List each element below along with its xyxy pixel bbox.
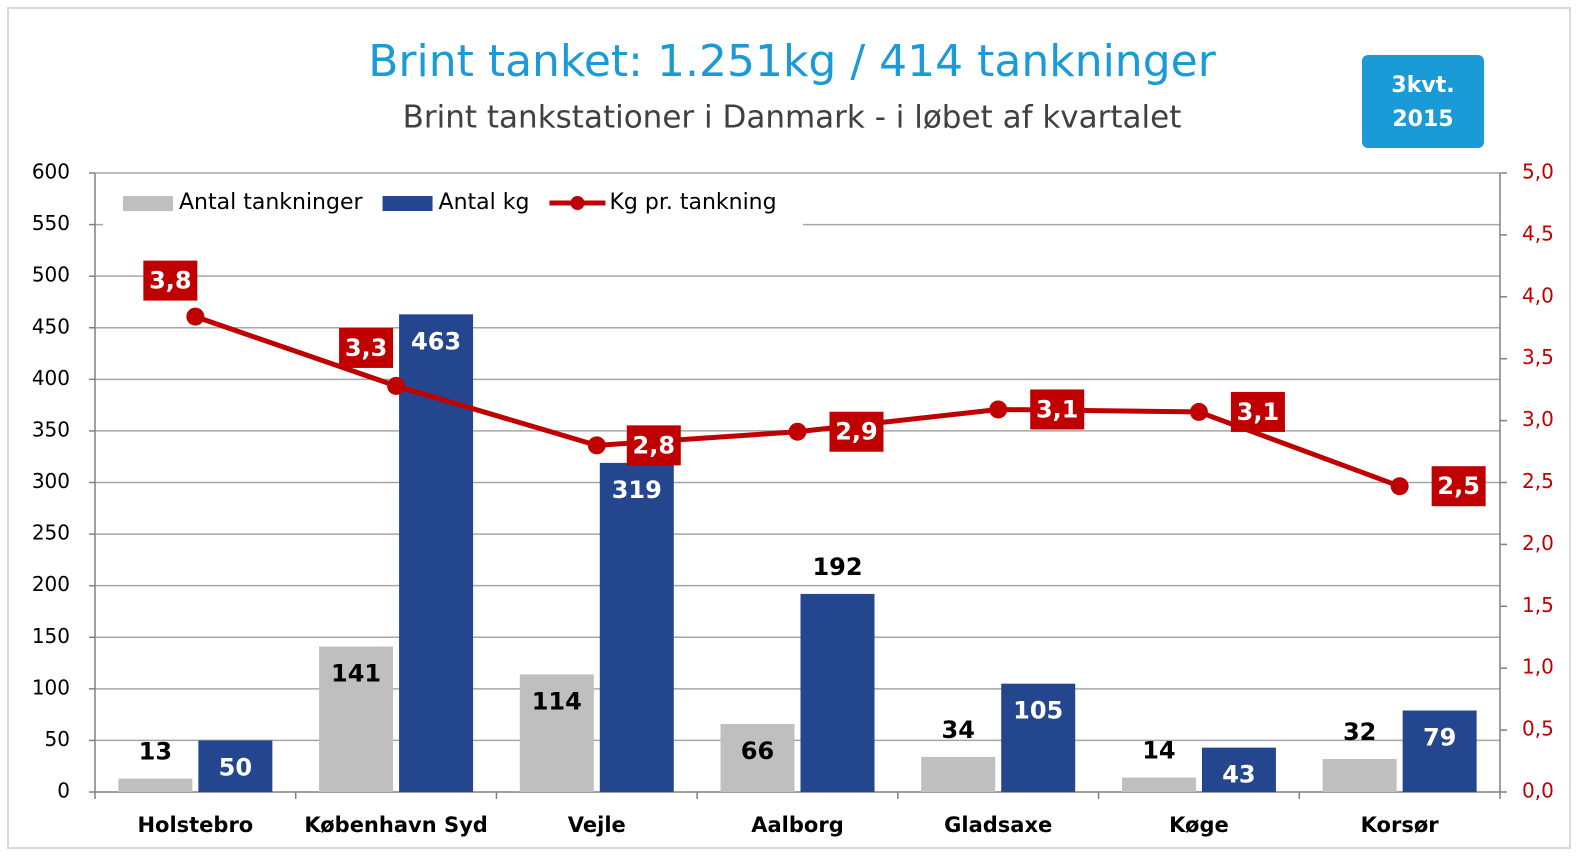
data-label-box [143, 260, 198, 301]
data-label-box [626, 425, 681, 466]
bar [800, 593, 875, 792]
data-label: 2,9 [835, 418, 878, 446]
data-label-box [829, 411, 884, 452]
y-tick-label: 300 [32, 469, 70, 493]
y2-tick-label: 4,5 [1522, 221, 1554, 245]
data-label: 43 [1222, 761, 1255, 789]
y2-tick-label: 5,0 [1522, 160, 1554, 184]
bar [1402, 710, 1477, 792]
bar [1322, 758, 1397, 792]
x-tick-label: Aalborg [751, 813, 843, 837]
data-label-box [1431, 466, 1486, 507]
bar [118, 778, 193, 792]
data-label: 192 [812, 553, 862, 581]
marker [989, 400, 1008, 419]
data-label: 3,1 [1036, 395, 1079, 423]
legend-label: Antal tankninger [179, 190, 363, 215]
y-tick-label: 0 [57, 779, 70, 803]
y-tick-label: 50 [45, 727, 70, 751]
legend-label: Kg pr. tankning [609, 190, 776, 215]
data-label: 463 [411, 327, 461, 355]
data-label-box [339, 327, 394, 368]
y2-tick-label: 2,0 [1522, 531, 1554, 555]
frame [7, 7, 1571, 849]
bar [1121, 777, 1196, 792]
marker [1390, 477, 1409, 496]
chart-subtitle: Brint tankstationer i Danmark - i løbet … [403, 100, 1182, 136]
y-tick-label: 500 [32, 263, 70, 287]
marker [387, 376, 406, 395]
x-tick-label: København Syd [304, 813, 487, 837]
marker [788, 422, 807, 441]
data-label: 50 [219, 753, 252, 781]
y2-tick-label: 3,5 [1522, 345, 1554, 369]
data-label: 2,8 [633, 431, 676, 459]
y-tick-label: 350 [32, 417, 70, 441]
data-label: 3,3 [345, 334, 388, 362]
y2-tick-label: 0,0 [1522, 779, 1554, 803]
marker [1189, 402, 1208, 421]
data-label: 14 [1142, 737, 1175, 765]
legend-swatch [123, 196, 173, 211]
y-tick-label: 600 [32, 160, 70, 184]
bar [599, 462, 674, 792]
data-label: 34 [942, 716, 975, 744]
bar [519, 674, 594, 792]
bar [198, 740, 273, 792]
x-tick-label: Holstebro [137, 813, 253, 837]
data-label: 2,5 [1437, 472, 1480, 500]
data-label: 32 [1343, 718, 1376, 746]
bar [921, 756, 996, 792]
badge [1362, 55, 1484, 148]
y2-tick-label: 4,0 [1522, 283, 1554, 307]
y-tick-label: 150 [32, 624, 70, 648]
marker [186, 307, 205, 326]
data-label: 3,8 [149, 267, 192, 295]
y-tick-label: 450 [32, 314, 70, 338]
data-label: 319 [612, 476, 662, 504]
badge-text: 2015 [1392, 107, 1453, 132]
data-label: 3,1 [1237, 398, 1280, 426]
bar [319, 646, 394, 792]
data-label: 79 [1423, 723, 1456, 751]
y2-tick-label: 2,5 [1522, 469, 1554, 493]
y2-tick-label: 0,5 [1522, 717, 1554, 741]
data-label-box [1030, 389, 1085, 430]
x-tick-label: Gladsaxe [944, 813, 1052, 837]
data-label: 114 [532, 687, 582, 715]
y-tick-label: 250 [32, 521, 70, 545]
y2-tick-label: 3,0 [1522, 407, 1554, 431]
y2-tick-label: 1,0 [1522, 655, 1554, 679]
x-tick-label: Vejle [568, 813, 626, 837]
badge-text: 3kvt. [1391, 73, 1454, 98]
bar [720, 723, 795, 792]
data-label: 66 [741, 737, 774, 765]
x-tick-label: Køge [1169, 813, 1229, 837]
bar [1201, 747, 1276, 792]
data-label: 13 [139, 738, 172, 766]
legend-label: Antal kg [439, 190, 530, 215]
y-tick-label: 550 [32, 211, 70, 235]
marker [587, 436, 606, 455]
y2-tick-label: 1,5 [1522, 593, 1554, 617]
y-tick-label: 100 [32, 675, 70, 699]
legend-bg [103, 182, 803, 226]
y-tick-label: 400 [32, 366, 70, 390]
data-label: 141 [331, 660, 381, 688]
data-label-box [1230, 391, 1285, 432]
x-tick-label: Korsør [1361, 813, 1440, 837]
y-tick-label: 200 [32, 572, 70, 596]
data-label: 105 [1013, 697, 1063, 725]
legend-swatch [382, 196, 433, 211]
legend-swatch [570, 196, 585, 210]
bar [1001, 683, 1076, 792]
chart-title: Brint tanket: 1.251kg / 414 tankninger [368, 36, 1216, 87]
bar [399, 314, 474, 792]
